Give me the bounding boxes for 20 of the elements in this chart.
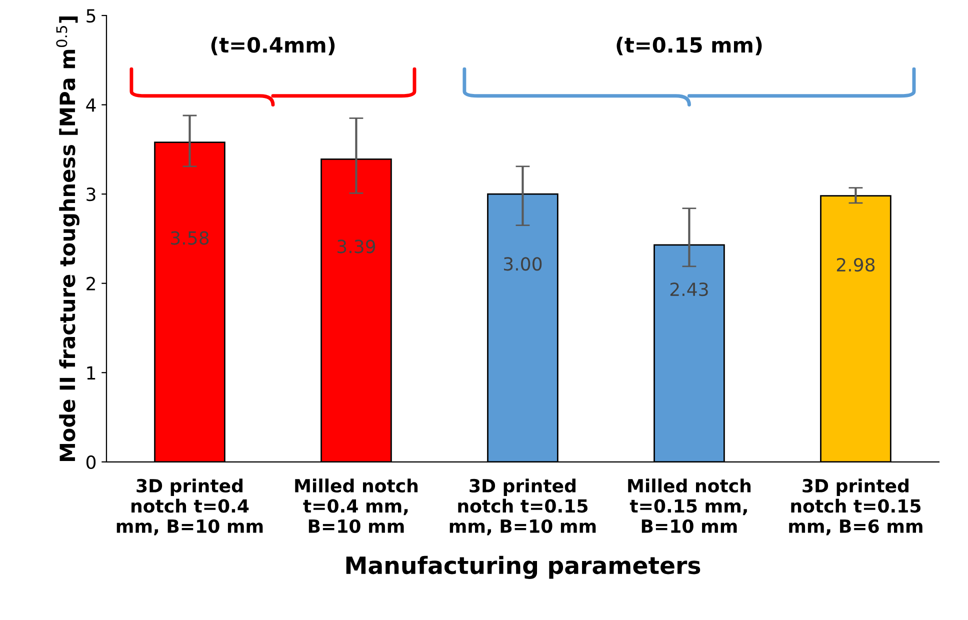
- y-tick-label: 2: [86, 276, 95, 290]
- data-label: 2.43: [670, 282, 708, 296]
- annotation: (t=0.15 mm): [616, 36, 762, 56]
- x-tick-label: Milled notch t=0.15 mm, B=10 mm: [628, 478, 751, 533]
- data-label: 2.98: [836, 258, 875, 272]
- x-tick-label: 3D printed notch t=0.15 mm, B=6 mm: [789, 478, 922, 536]
- data-label: 3.00: [504, 257, 542, 271]
- data-label: 3.39: [338, 240, 376, 254]
- y-tick-label: 3: [86, 188, 96, 202]
- x-axis-title: Manufacturing parameters: [346, 556, 700, 579]
- y-axis-title: Mode II fracture toughness [MPa m$^{0.5}$]: [56, 16, 80, 461]
- x-tick-label: Milled notch t=0.4 mm, B=10 mm: [295, 478, 418, 533]
- data-label: 3.58: [171, 231, 209, 245]
- y-tick-label: 1: [87, 366, 96, 380]
- y-tick-label: 5: [86, 9, 96, 23]
- y-tick-label: 0: [86, 455, 96, 470]
- y-tick-label: 4: [86, 98, 96, 112]
- x-tick-label: 3D printed notch t=0.15 mm, B=10 mm: [450, 478, 596, 536]
- x-tick-label: 3D printed notch t=0.4 mm, B=10 mm: [116, 478, 263, 536]
- annotation: (t=0.4mm): [211, 36, 335, 56]
